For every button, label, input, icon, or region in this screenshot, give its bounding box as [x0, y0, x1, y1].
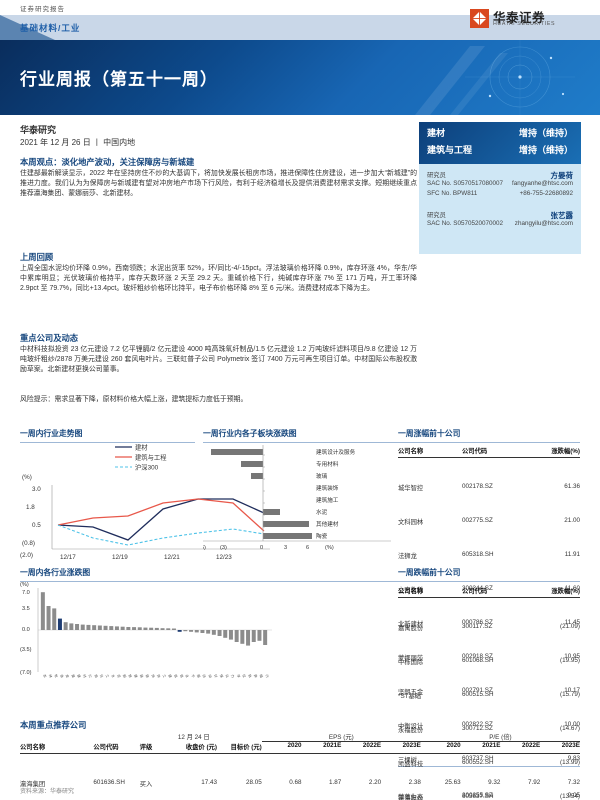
- svg-text:水: 水: [110, 673, 116, 679]
- svg-text:金: 金: [65, 673, 71, 679]
- svg-text:建: 建: [76, 673, 82, 679]
- svg-text:沪深300: 沪深300: [135, 463, 159, 472]
- svg-text:(3): (3): [220, 545, 227, 551]
- svg-text:筑: 筑: [179, 673, 185, 679]
- svg-text:(3.5): (3.5): [20, 647, 32, 653]
- svg-text:化: 化: [99, 673, 105, 679]
- svg-text:属: 属: [70, 673, 76, 679]
- svg-text:玻璃: 玻璃: [316, 472, 328, 480]
- svg-text:(6): (6): [203, 545, 206, 551]
- svg-text:0.5: 0.5: [32, 522, 41, 529]
- svg-text:跌: 跌: [253, 673, 259, 679]
- svg-text:力: 力: [230, 673, 236, 679]
- svg-text:渔: 渔: [59, 673, 65, 679]
- svg-text:饰: 饰: [156, 673, 162, 679]
- svg-text:学: 学: [236, 673, 242, 679]
- svg-text:建筑装饰: 建筑装饰: [316, 484, 339, 492]
- svg-text:3.5: 3.5: [22, 606, 30, 612]
- svg-text:6: 6: [306, 545, 309, 551]
- svg-text:不: 不: [190, 674, 195, 679]
- svg-text:用: 用: [93, 674, 98, 679]
- svg-text:工: 工: [162, 674, 167, 679]
- svg-text:建筑设计及服务: 建筑设计及服务: [316, 448, 356, 456]
- svg-text:动: 动: [207, 673, 213, 679]
- svg-text:工: 工: [105, 674, 110, 679]
- svg-text:12/23: 12/23: [216, 554, 232, 561]
- svg-text:保: 保: [219, 673, 225, 679]
- svg-text:水泥: 水泥: [316, 508, 328, 516]
- svg-text:银: 银: [196, 673, 202, 679]
- svg-text:轨: 轨: [247, 673, 253, 679]
- svg-text:建: 建: [133, 673, 139, 679]
- svg-text:幅: 幅: [258, 673, 264, 679]
- svg-text:泥: 泥: [116, 673, 122, 679]
- svg-text:建: 建: [167, 673, 173, 679]
- svg-text:牧: 牧: [53, 673, 59, 679]
- svg-text:12/21: 12/21: [164, 554, 180, 561]
- svg-text:3.0: 3.0: [32, 486, 41, 493]
- svg-text:(0.8): (0.8): [22, 540, 35, 547]
- svg-text:专用材料: 专用材料: [316, 460, 339, 468]
- svg-text:农: 农: [42, 673, 48, 679]
- svg-text:陶瓷: 陶瓷: [316, 532, 328, 540]
- svg-text:筑: 筑: [173, 673, 179, 679]
- svg-text:其他建材: 其他建材: [316, 520, 339, 528]
- svg-text:0.0: 0.0: [22, 627, 30, 633]
- svg-text:1.8: 1.8: [26, 504, 35, 511]
- svg-text:纺: 纺: [201, 673, 207, 679]
- svg-text:行: 行: [264, 673, 270, 679]
- svg-text:材: 材: [82, 673, 88, 679]
- svg-text:仪: 仪: [241, 673, 247, 679]
- svg-text:环: 环: [213, 674, 218, 679]
- svg-text:林: 林: [48, 673, 54, 679]
- svg-text:业: 业: [184, 673, 190, 679]
- svg-text:装: 装: [145, 673, 151, 679]
- svg-text:(%): (%): [20, 582, 29, 588]
- svg-text:(%): (%): [22, 474, 32, 481]
- svg-text:12/19: 12/19: [112, 554, 128, 561]
- svg-text:铁: 铁: [127, 673, 133, 679]
- svg-text:装: 装: [139, 673, 145, 679]
- svg-text:7.0: 7.0: [22, 590, 30, 596]
- svg-text:0: 0: [260, 545, 263, 551]
- svg-text:化: 化: [224, 673, 230, 679]
- svg-text:建材: 建材: [135, 443, 148, 452]
- svg-text:建筑施工: 建筑施工: [316, 496, 339, 504]
- svg-text:3: 3: [284, 545, 287, 551]
- svg-text:饰: 饰: [150, 673, 156, 679]
- svg-text:(2.0): (2.0): [20, 552, 33, 559]
- svg-text:(7.0): (7.0): [20, 670, 32, 676]
- svg-text:钢: 钢: [122, 673, 128, 679]
- svg-text:(%): (%): [325, 545, 334, 551]
- svg-text:12/17: 12/17: [60, 554, 76, 561]
- svg-text:公: 公: [87, 674, 92, 679]
- svg-text:建筑与工程: 建筑与工程: [135, 453, 167, 462]
